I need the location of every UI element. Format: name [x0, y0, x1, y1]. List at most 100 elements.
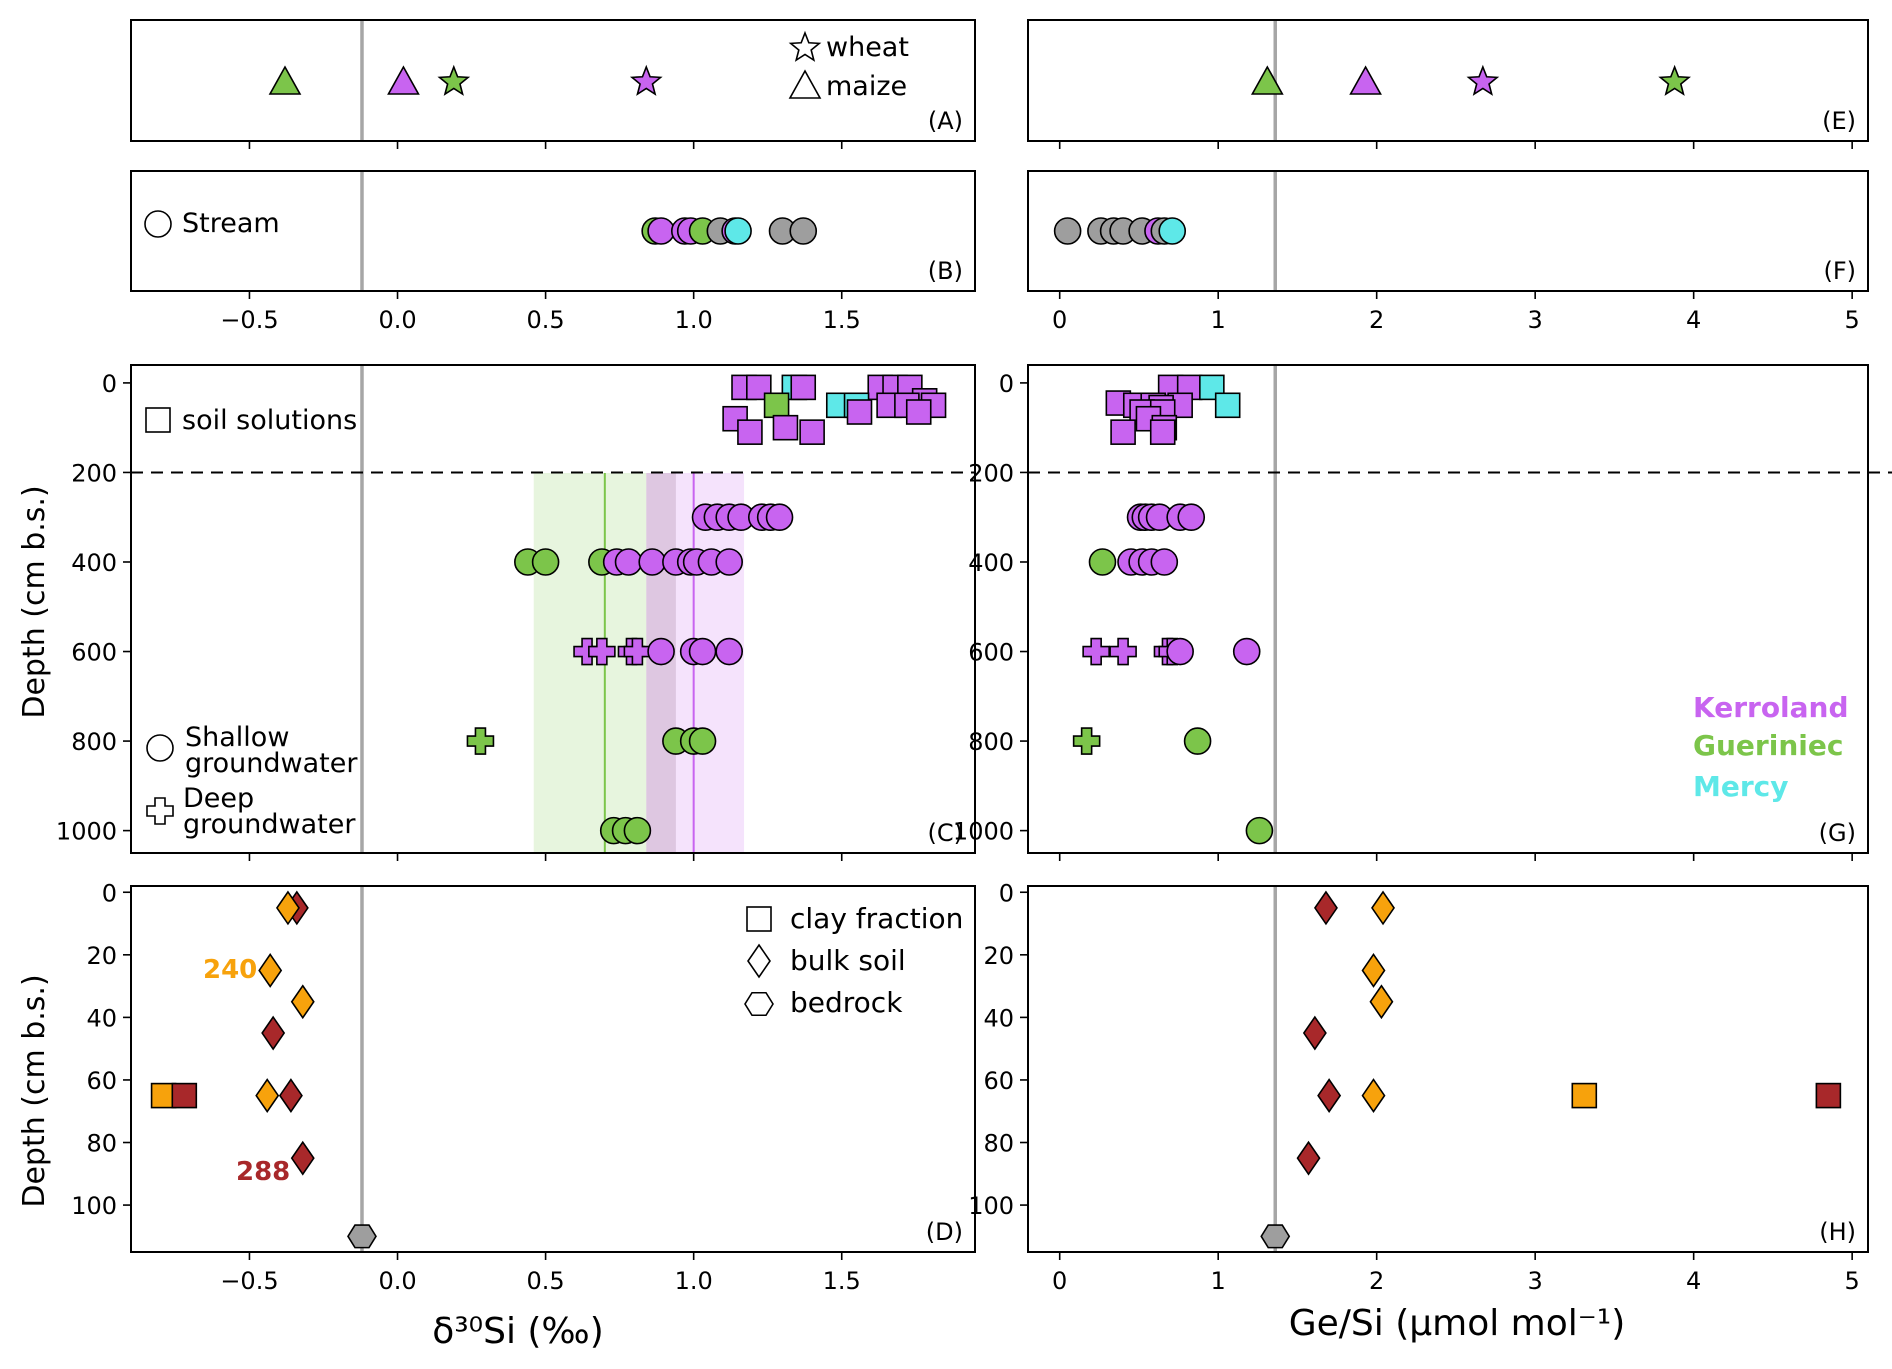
cross-icon — [146, 797, 174, 825]
site-gueriniec-label: Gueriniec — [1693, 729, 1843, 762]
y-tick-label: 800 — [968, 728, 1014, 756]
data-point-square — [846, 399, 873, 425]
panel-frame — [130, 170, 976, 292]
data-point-square — [1815, 1082, 1842, 1109]
legend-shallow-groundwater: Shallow groundwater — [146, 722, 358, 779]
data-point-hexagon — [1260, 1224, 1291, 1249]
y-tick-label: 200 — [71, 459, 117, 487]
x-axis-title-right: Ge/Si (µmol mol⁻¹) — [1289, 1303, 1626, 1344]
data-point-square — [790, 374, 817, 401]
site-mercy-label: Mercy — [1693, 770, 1789, 803]
y-tick-label: 60 — [983, 1067, 1014, 1095]
panel-e: (E) — [1027, 19, 1869, 149]
data-point-diamond — [1371, 890, 1395, 926]
legend-circle-marker — [144, 210, 172, 238]
x-tick-label: 3 — [1528, 306, 1543, 334]
triangle-icon — [788, 69, 822, 99]
x-tick-label: 0 — [1052, 306, 1067, 334]
data-point-circle — [614, 548, 643, 576]
y-tick-label: 200 — [968, 459, 1014, 487]
x-tick-label: −0.5 — [220, 306, 278, 334]
data-point-square — [772, 414, 799, 441]
panel-g: 0 200 400 600 800 1000 (G) — [953, 364, 1892, 861]
y-tick-label: 20 — [86, 942, 117, 970]
legend-bedrock: bedrock — [744, 986, 903, 1019]
legend-soil-solutions: soil solutions — [145, 405, 357, 436]
square-icon — [145, 407, 171, 433]
y-tick-label: 0 — [102, 370, 117, 398]
data-point-triangle — [1349, 65, 1382, 95]
legend-maize: maize — [788, 69, 907, 102]
panel-frame — [1027, 885, 1869, 1253]
legend-clay-label: clay fraction — [790, 902, 963, 935]
data-point-square — [1571, 1082, 1598, 1109]
data-point-circle — [531, 548, 560, 576]
data-point-circle — [789, 217, 818, 245]
data-point-diamond — [278, 1078, 303, 1114]
legend-deep-groundwater: Deep groundwater — [146, 783, 356, 840]
data-point-diamond — [1296, 1140, 1321, 1176]
panel-label: (F) — [1823, 257, 1856, 285]
x-tick-label: 1.0 — [675, 306, 713, 334]
data-point-square — [763, 392, 790, 419]
data-point-star — [1466, 64, 1500, 96]
panel-label: (D) — [926, 1218, 963, 1246]
square-icon — [746, 906, 772, 932]
panel-label: (H) — [1819, 1218, 1856, 1246]
data-point-diamond — [261, 1015, 286, 1051]
y-tick-label: 1000 — [953, 818, 1014, 846]
legend-diamond-marker — [747, 943, 771, 979]
data-point-circle — [688, 637, 717, 666]
data-point-cross — [466, 727, 495, 755]
panel-b: −0.5 0.0 0.5 1.0 1.5 (B) — [130, 170, 976, 334]
data-point-cross — [623, 637, 652, 666]
y-tick-label: 100 — [968, 1192, 1014, 1220]
x-tick-label: 2 — [1369, 306, 1384, 334]
axis-titles: δ³⁰Si (‰) Ge/Si (µmol mol⁻¹) Depth (cm b… — [17, 485, 1625, 1352]
y-tick-label: 40 — [86, 1004, 117, 1032]
panel-f: 0 1 2 3 4 5 (F) — [1027, 170, 1869, 334]
x-tick-label: 1 — [1211, 1267, 1226, 1295]
x-tick-label: 1.0 — [675, 1267, 713, 1295]
y-tick-label: 80 — [86, 1130, 117, 1158]
legend-maize-label: maize — [826, 71, 907, 102]
y-tick-label: 0 — [102, 879, 117, 907]
x-tick-label: 4 — [1686, 1267, 1701, 1295]
panel-frame — [1027, 170, 1869, 292]
legend-circle-marker — [146, 734, 174, 762]
legend-deep-line2: groundwater — [183, 809, 356, 840]
site-kerroland-label: Kerroland — [1693, 691, 1849, 724]
data-point-circle — [1088, 548, 1117, 576]
y-tick-label: 20 — [983, 942, 1014, 970]
data-point-diamond — [1302, 1015, 1327, 1051]
legend-bulk-label: bulk soil — [790, 944, 906, 977]
y-tick-label: 60 — [86, 1067, 117, 1095]
data-point-circle — [724, 217, 752, 245]
legend-stream-label: Stream — [182, 208, 280, 239]
y-tick-label: 400 — [71, 549, 117, 577]
y-tick-label: 600 — [968, 639, 1014, 667]
data-point-diamond — [1317, 1078, 1342, 1114]
x-tick-label: 0.5 — [527, 306, 565, 334]
x-tick-label: 1.5 — [823, 306, 861, 334]
data-point-circle — [1150, 548, 1179, 576]
panel-c: 0 200 400 600 800 1000 (C) — [56, 364, 976, 861]
data-point-circle — [1158, 217, 1187, 245]
x-tick-label: 0 — [1052, 1267, 1067, 1295]
data-point-square — [1149, 419, 1176, 445]
x-tick-label: −0.5 — [220, 1267, 278, 1295]
legend-layer: wheat maize Stream soil solutions Shallo… — [144, 30, 1849, 1187]
data-point-square — [737, 419, 763, 445]
panel-d: −0.5 0.0 0.5 1.0 1.5 0 20 40 60 80 100 (D) — [71, 879, 976, 1295]
legend-shallow-line2: groundwater — [185, 748, 358, 779]
data-point-star — [1658, 64, 1691, 96]
data-point-cross — [1082, 637, 1110, 666]
y-tick-label: 800 — [71, 728, 117, 756]
y-tick-label: 100 — [71, 1192, 117, 1220]
annotation-288: 288 — [236, 1157, 290, 1187]
y-tick-label: 0 — [999, 370, 1014, 398]
data-point-square — [1110, 419, 1136, 445]
data-point-circle — [715, 548, 744, 576]
data-point-cross — [588, 637, 616, 666]
